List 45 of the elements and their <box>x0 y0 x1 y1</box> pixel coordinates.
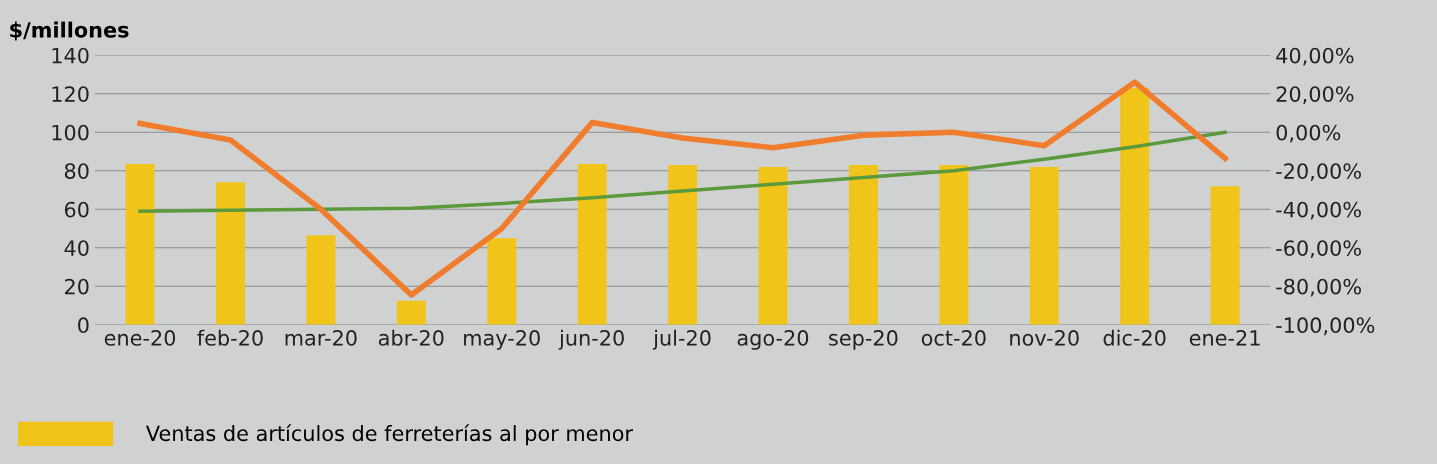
y-axis-title: $/millones <box>10 21 129 41</box>
y-tick-label: 140 <box>52 47 89 64</box>
y-tick-label: 100 <box>52 124 89 141</box>
y2-tick-label: -20,00% <box>1276 163 1361 182</box>
y2-tick-label: 40,00% <box>1276 47 1354 66</box>
y-tick-label: 20 <box>65 278 89 295</box>
x-tick-label: oct-20 <box>921 330 986 346</box>
y2-tick-label: 20,00% <box>1276 86 1354 105</box>
bar <box>1210 186 1240 325</box>
y2-tick-label: -80,00% <box>1276 278 1361 297</box>
y-tick-label: 0 <box>78 317 89 334</box>
y2-tick-label: -60,00% <box>1276 240 1361 259</box>
bar <box>668 164 698 325</box>
x-tick-label: ene-21 <box>1189 330 1260 346</box>
x-tick-label: ene-20 <box>104 330 176 346</box>
x-tick-label: abr-20 <box>378 329 444 346</box>
bar <box>939 164 969 325</box>
x-tick-label: nov-20 <box>1010 330 1079 346</box>
x-tick-label: sep-20 <box>829 330 898 350</box>
x-tick-label: feb-20 <box>197 329 263 346</box>
x-tick-label: may-20 <box>464 330 540 350</box>
line-series <box>138 130 1227 213</box>
y2-tick-label: -100,00% <box>1276 317 1375 336</box>
y2-tick-label: 0,00% <box>1276 124 1341 143</box>
x-tick-label: jun-20 <box>558 329 624 350</box>
bar <box>758 166 788 325</box>
y-tick-label: 80 <box>64 163 89 179</box>
bar <box>216 182 245 325</box>
y-tick-label: 40 <box>64 240 89 256</box>
bar <box>577 164 607 325</box>
x-tick-label: jul-20 <box>652 329 711 350</box>
y2-tick-label: -40,00% <box>1276 201 1361 220</box>
bar <box>396 300 426 325</box>
bar <box>1029 166 1059 325</box>
bar <box>125 164 155 325</box>
y-tick-label: 60 <box>64 201 89 218</box>
x-tick-label: ago-20 <box>737 330 809 350</box>
y-tick-label: 120 <box>52 86 89 102</box>
x-tick-label: dic-20 <box>1103 329 1166 346</box>
bar <box>306 235 336 325</box>
x-tick-label: mar-20 <box>285 330 357 346</box>
legend-label: Ventas de artículos de ferreterías al por menor <box>146 424 633 446</box>
bar <box>848 164 878 325</box>
bar <box>487 238 517 325</box>
bar <box>1120 87 1150 325</box>
